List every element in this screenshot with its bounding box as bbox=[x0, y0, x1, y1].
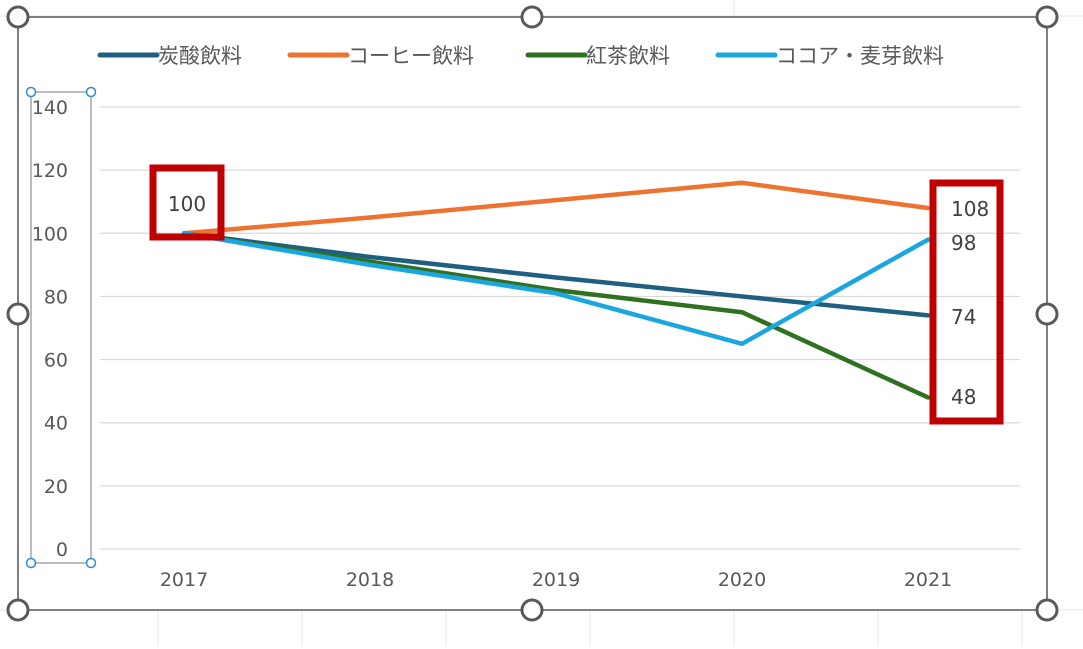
data-label: 100 bbox=[168, 192, 206, 216]
legend-label: ココア・麦芽飲料 bbox=[776, 44, 944, 68]
x-tick-label: 2019 bbox=[532, 569, 580, 591]
x-tick-label: 2020 bbox=[718, 569, 766, 591]
selection-handle[interactable] bbox=[25, 86, 37, 98]
chart-resize-handles[interactable] bbox=[6, 5, 1059, 622]
x-tick-label: 2017 bbox=[160, 569, 208, 591]
y-tick-label: 140 bbox=[32, 97, 68, 119]
resize-handle-top-right[interactable] bbox=[1035, 5, 1059, 29]
y-tick-label: 20 bbox=[44, 476, 68, 498]
resize-handle-bottom-right[interactable] bbox=[1035, 598, 1059, 622]
y-tick-label: 0 bbox=[56, 539, 68, 561]
legend-label: 紅茶飲料 bbox=[586, 44, 670, 68]
selection-handle[interactable] bbox=[25, 557, 37, 569]
resize-handle-top-left[interactable] bbox=[6, 5, 30, 29]
x-tick-label: 2018 bbox=[346, 569, 394, 591]
x-axis: 2017 2018 2019 2020 2021 bbox=[160, 569, 952, 591]
y-tick-label: 120 bbox=[32, 160, 68, 182]
y-axis: 0 20 40 60 80 100 120 140 bbox=[32, 97, 68, 561]
y-tick-label: 80 bbox=[44, 286, 68, 308]
y-axis-selection[interactable] bbox=[25, 86, 97, 569]
data-label: 108 bbox=[951, 197, 989, 221]
series-line-0[interactable] bbox=[181, 231, 931, 318]
resize-handle-right[interactable] bbox=[1035, 302, 1059, 326]
y-tick-label: 60 bbox=[44, 350, 68, 372]
data-label: 74 bbox=[951, 305, 976, 329]
legend[interactable]: 炭酸飲料 コーヒー飲料 紅茶飲料 ココア・麦芽飲料 bbox=[97, 44, 944, 68]
highlight-box bbox=[929, 179, 1004, 425]
legend-label: 炭酸飲料 bbox=[158, 44, 242, 68]
data-label: 98 bbox=[951, 231, 976, 255]
series-line-1[interactable] bbox=[181, 180, 931, 236]
legend-label: コーヒー飲料 bbox=[348, 44, 474, 68]
gridlines bbox=[100, 106, 1020, 550]
data-labels: 100 108 98 74 48 bbox=[168, 192, 989, 409]
resize-handle-left[interactable] bbox=[6, 302, 30, 326]
resize-handle-bottom[interactable] bbox=[520, 598, 544, 622]
resize-handle-top[interactable] bbox=[520, 5, 544, 29]
series-line-3[interactable] bbox=[181, 231, 931, 347]
series-lines bbox=[181, 180, 931, 400]
resize-handle-bottom-left[interactable] bbox=[6, 598, 30, 622]
highlight-box bbox=[149, 164, 225, 241]
data-label: 48 bbox=[951, 385, 976, 409]
selection-handle[interactable] bbox=[85, 557, 97, 569]
selection-handle[interactable] bbox=[85, 86, 97, 98]
y-tick-label: 40 bbox=[44, 413, 68, 435]
y-axis-selection-box[interactable] bbox=[30, 91, 92, 564]
x-tick-label: 2021 bbox=[904, 569, 952, 591]
chart-frame[interactable] bbox=[17, 16, 1048, 611]
y-tick-label: 100 bbox=[32, 223, 68, 245]
